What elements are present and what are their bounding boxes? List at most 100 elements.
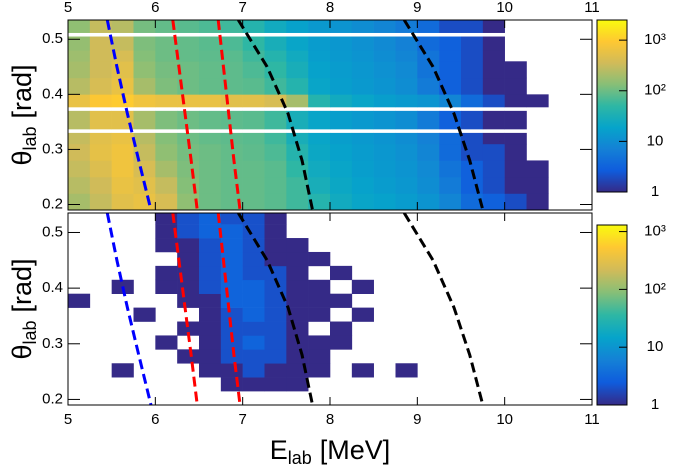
heatmap-cell (374, 224, 396, 238)
heatmap-cell (483, 377, 505, 391)
heatmap-cell (417, 77, 440, 95)
heatmap-cell (396, 238, 418, 252)
heatmap-cell (527, 213, 549, 224)
heatmap-cell (89, 61, 112, 79)
heatmap-cell (90, 266, 112, 280)
heatmap-cell (548, 111, 570, 129)
heatmap-cell (439, 160, 462, 178)
heatmap-cell (242, 176, 265, 194)
heatmap-cell (111, 193, 134, 210)
heatmap-cell (374, 294, 396, 308)
heatmap-cell (548, 335, 570, 349)
heatmap-cell (330, 265, 353, 281)
axis-label: Elab [MeV] (270, 435, 391, 468)
heatmap-cell (155, 36, 178, 51)
heatmap-cell (89, 193, 112, 210)
x-tick-label: 7 (238, 411, 246, 428)
heatmap-cell (177, 160, 200, 178)
heatmap-cell (177, 110, 200, 130)
x-tick-label: 11 (584, 411, 600, 428)
heatmap-cell (527, 280, 549, 294)
heatmap-cell (483, 322, 505, 336)
heatmap-cell (90, 349, 112, 363)
axis-label-subscript: lab (288, 448, 312, 468)
heatmap-cell (373, 20, 396, 33)
heatmap-cell (155, 193, 178, 210)
heatmap-cell (439, 193, 462, 210)
heatmap-cell (133, 50, 156, 62)
heatmap-cell (527, 335, 549, 349)
heatmap-cell (439, 94, 462, 108)
heatmap-cell (264, 321, 287, 336)
heatmap-cell (374, 129, 396, 133)
heatmap-cell (570, 266, 592, 280)
heatmap-cell (505, 213, 527, 224)
heatmap-cell (220, 160, 243, 178)
heatmap-cell (548, 37, 570, 51)
heatmap-cell (134, 266, 156, 280)
x-tick-label: 9 (413, 0, 421, 16)
heatmap-cell (199, 36, 222, 51)
heatmap-cell (242, 50, 265, 62)
heatmap-cell (527, 50, 549, 61)
heatmap-cell (242, 279, 265, 294)
heatmap-cell (177, 293, 200, 308)
heatmap-cell (330, 50, 353, 62)
heatmap-cell (112, 377, 134, 391)
heatmap-cell (220, 132, 243, 145)
heatmap-cell (351, 94, 374, 108)
heatmap-cell (112, 294, 134, 308)
heatmap-cell (90, 280, 112, 294)
heatmap-cell (352, 213, 374, 224)
heatmap-cell (68, 160, 91, 178)
heatmap-cell (155, 265, 178, 281)
heatmap-cell (417, 160, 440, 178)
heatmap-cell (483, 349, 505, 363)
heatmap-cell (417, 363, 439, 377)
heatmap-cell (483, 391, 505, 405)
heatmap-cell (308, 50, 331, 62)
heatmap-cell (570, 377, 592, 391)
heatmap-cell (220, 238, 243, 253)
heatmap-cell (286, 33, 308, 37)
heatmap-cell (199, 213, 222, 225)
heatmap-cell (330, 363, 352, 377)
heatmap-cell (396, 266, 418, 280)
heatmap-cell (439, 50, 462, 62)
heatmap-cell (112, 349, 134, 363)
heatmap-cell (352, 252, 374, 266)
heatmap-cell (570, 335, 592, 349)
heatmap-cell (177, 321, 200, 336)
heatmap-cell (461, 33, 483, 37)
heatmap-cell (439, 36, 462, 51)
heatmap-cell (286, 377, 309, 392)
heatmap-cell (330, 193, 353, 210)
heatmap-cell (461, 50, 484, 62)
heatmap-cell (439, 335, 461, 349)
heatmap-cell (570, 129, 592, 133)
heatmap-cell (461, 77, 484, 95)
heatmap-cell (155, 129, 177, 133)
heatmap-cell (548, 280, 570, 294)
heatmap-cell (505, 266, 527, 280)
heatmap-cell (374, 107, 396, 111)
heatmap-cell (330, 293, 353, 308)
heatmap-cell (548, 252, 570, 266)
heatmap-cell (505, 349, 527, 363)
heatmap-cell (177, 36, 200, 51)
heatmap-cell (308, 349, 331, 364)
heatmap-cell (264, 193, 287, 210)
heatmap-cell (286, 349, 309, 364)
heatmap-cell (308, 143, 331, 161)
heatmap-cell (330, 129, 352, 133)
heatmap-cell (351, 160, 374, 178)
heatmap-cell (199, 293, 222, 308)
heatmap-cell (199, 107, 221, 111)
heatmap-cell (548, 266, 570, 280)
heatmap-cell (68, 36, 91, 51)
heatmap-cell (505, 280, 527, 294)
heatmap-cell (439, 20, 462, 33)
heatmap-cell (265, 391, 287, 405)
heatmap-cell (220, 61, 243, 79)
heatmap-cell (504, 94, 527, 108)
